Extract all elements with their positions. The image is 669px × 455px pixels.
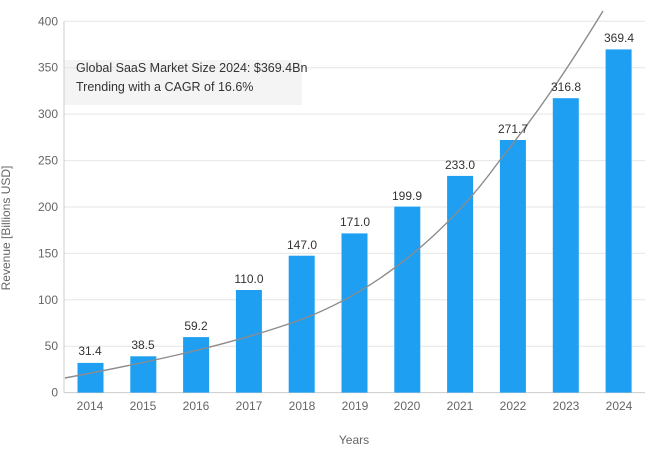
svg-text:350: 350 <box>38 61 58 75</box>
svg-text:147.0: 147.0 <box>287 238 317 252</box>
svg-text:2022: 2022 <box>500 399 527 413</box>
svg-text:59.2: 59.2 <box>184 319 208 333</box>
svg-text:2017: 2017 <box>236 399 263 413</box>
svg-text:2014: 2014 <box>77 399 104 413</box>
svg-text:2023: 2023 <box>553 399 580 413</box>
svg-text:2024: 2024 <box>606 399 633 413</box>
svg-text:200: 200 <box>38 200 58 214</box>
svg-text:Trending with a CAGR of 16.6%: Trending with a CAGR of 16.6% <box>76 80 253 94</box>
svg-text:2016: 2016 <box>183 399 210 413</box>
svg-text:31.4: 31.4 <box>78 344 102 358</box>
svg-text:233.0: 233.0 <box>445 158 475 172</box>
svg-text:400: 400 <box>38 14 58 28</box>
svg-text:Revenue [Billions USD]: Revenue [Billions USD] <box>0 166 13 291</box>
svg-text:110.0: 110.0 <box>234 272 263 286</box>
svg-text:150: 150 <box>38 246 58 260</box>
svg-text:0: 0 <box>51 386 58 400</box>
svg-text:2019: 2019 <box>342 399 369 413</box>
svg-text:50: 50 <box>45 339 59 353</box>
svg-text:2020: 2020 <box>394 399 421 413</box>
svg-text:271.7: 271.7 <box>498 122 528 136</box>
svg-text:316.8: 316.8 <box>551 80 581 94</box>
svg-text:171.0: 171.0 <box>340 215 370 229</box>
svg-text:369.4: 369.4 <box>604 31 634 45</box>
svg-text:Global SaaS Market Size 2024:: Global SaaS Market Size 2024: $369.4Bn <box>76 61 307 75</box>
svg-text:250: 250 <box>38 154 58 168</box>
svg-text:2021: 2021 <box>447 399 474 413</box>
svg-text:2015: 2015 <box>130 399 157 413</box>
svg-text:38.5: 38.5 <box>131 338 155 352</box>
svg-text:300: 300 <box>38 107 58 121</box>
svg-text:100: 100 <box>38 293 58 307</box>
svg-text:2018: 2018 <box>289 399 316 413</box>
svg-text:Years: Years <box>339 433 369 447</box>
svg-text:199.9: 199.9 <box>392 189 422 203</box>
